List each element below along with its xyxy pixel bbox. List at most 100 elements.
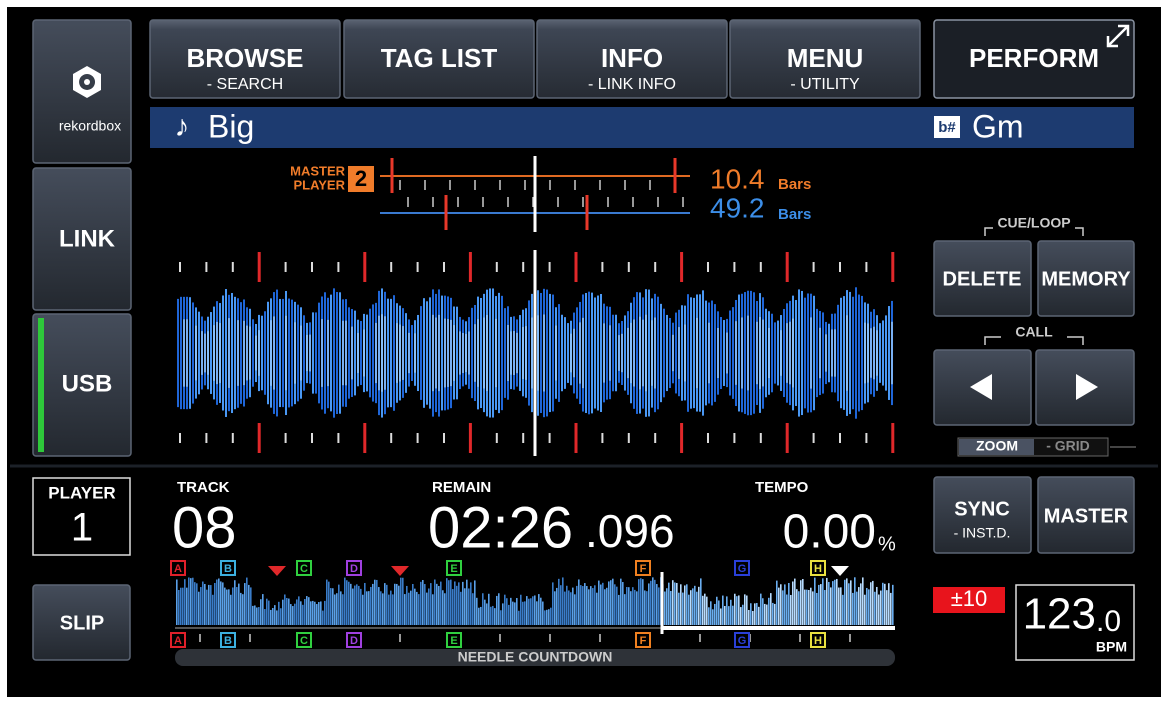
tab-title: TAG LIST [381, 43, 498, 73]
overview-bar [516, 598, 518, 625]
overview-bar [214, 582, 216, 625]
hot-cue-label: C [300, 563, 308, 575]
bpm-decimal: .0 [1096, 605, 1121, 638]
waveform-core [579, 322, 581, 384]
overview-bar [564, 591, 566, 625]
waveform-core [483, 317, 485, 389]
track-label: TRACK [177, 479, 230, 496]
waveform-core [582, 317, 584, 389]
overview-bar [258, 607, 260, 625]
overview-bar [686, 584, 688, 625]
overview-bar [228, 589, 230, 625]
overview-bar [766, 604, 768, 625]
overview-bar [282, 599, 284, 625]
waveform-core [450, 319, 452, 387]
overview-bar [780, 584, 782, 625]
overview-bar [694, 585, 696, 625]
overview-bar [806, 589, 808, 625]
waveform-bar [729, 310, 731, 396]
overview-bar [734, 593, 736, 625]
call-bracket [984, 336, 1084, 345]
waveform-core [645, 314, 647, 392]
waveform-core [678, 327, 680, 379]
overview-bar [690, 590, 692, 625]
delete-button[interactable] [933, 240, 1032, 317]
master-bars: 10.4 [710, 163, 765, 194]
grid-label: - GRID [1046, 438, 1090, 454]
overview-bar [310, 601, 312, 625]
overview-bar [832, 581, 834, 625]
waveform-core [834, 329, 836, 377]
overview-bar [828, 581, 830, 625]
waveform-bar [330, 294, 332, 412]
overview-bar [710, 601, 712, 625]
overview-bar [752, 610, 754, 625]
overview-bar [844, 579, 846, 625]
overview-bar [218, 578, 220, 625]
overview-bar [582, 586, 584, 625]
overview-bar [778, 587, 780, 625]
tempo-label: TEMPO [755, 479, 809, 496]
overview-bar [642, 579, 644, 625]
waveform-bar [705, 300, 707, 406]
overview-bar [460, 591, 462, 625]
overview-bar [392, 594, 394, 625]
waveform-core [435, 317, 437, 389]
memory-button[interactable] [1037, 240, 1135, 317]
waveform-core [867, 323, 869, 383]
overview-bar [874, 591, 876, 625]
tab-button[interactable] [729, 19, 921, 99]
hot-cue-marker [446, 632, 462, 648]
waveform-core [309, 334, 311, 372]
waveform-core [207, 331, 209, 375]
overview-bar [226, 589, 228, 625]
tab-button[interactable] [343, 19, 535, 99]
overview-bar [358, 585, 360, 625]
master-button[interactable] [1037, 476, 1135, 554]
overview-bar [342, 594, 344, 625]
overview-bar [432, 594, 434, 625]
overview-bar [550, 607, 552, 625]
sync-button[interactable] [933, 476, 1032, 554]
tempo-unit: % [878, 533, 896, 555]
track-bar [150, 107, 1134, 148]
tab-button[interactable] [149, 19, 341, 99]
overview-bar [782, 590, 784, 625]
overview-bar [562, 577, 564, 625]
waveform-bar [369, 308, 371, 398]
overview-bar [648, 583, 650, 625]
overview-bar [658, 587, 660, 625]
waveform-core [825, 334, 827, 372]
waveform-bar [264, 311, 266, 395]
overview-bar [802, 579, 804, 625]
waveform-bar [750, 290, 752, 416]
player-label: PLAYER [48, 483, 115, 502]
tab-button[interactable] [536, 19, 728, 99]
waveform-bar [663, 308, 665, 398]
waveform-core [375, 322, 377, 384]
overview-bar [526, 596, 528, 625]
remain-label: REMAIN [432, 479, 491, 496]
overview-bar [368, 591, 370, 625]
overview-bar [638, 579, 640, 625]
waveform-core [873, 326, 875, 380]
waveform-bar [564, 317, 566, 389]
overview-bar [212, 594, 214, 625]
waveform-bar [687, 294, 689, 412]
needle-countdown-bar[interactable] [175, 649, 895, 666]
usb-button[interactable] [32, 313, 132, 457]
overview-bar [532, 596, 534, 625]
hot-cue-marker [446, 560, 462, 576]
overview-bar [884, 583, 886, 625]
overview-bar [508, 604, 510, 625]
link-button[interactable] [32, 167, 132, 311]
overview-bar [332, 588, 334, 625]
hot-cue-label: B [224, 563, 232, 575]
slip-button[interactable] [32, 584, 131, 661]
waveform-core [432, 314, 434, 392]
waveform-core [300, 325, 302, 381]
perform-button[interactable] [933, 19, 1135, 99]
overview-bar [622, 582, 624, 625]
overview-bar [234, 580, 236, 625]
waveform-bar [588, 291, 590, 415]
